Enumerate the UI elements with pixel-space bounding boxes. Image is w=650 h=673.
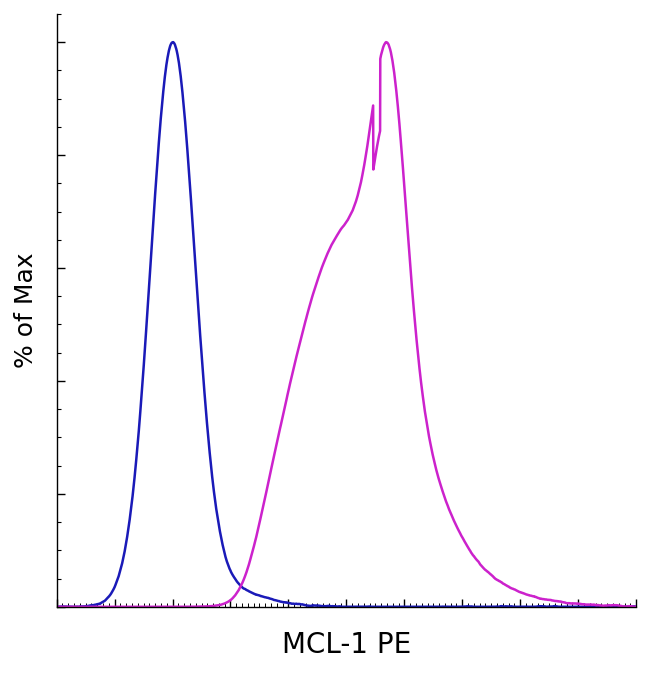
Y-axis label: % of Max: % of Max <box>14 252 38 368</box>
X-axis label: MCL-1 PE: MCL-1 PE <box>281 631 411 659</box>
